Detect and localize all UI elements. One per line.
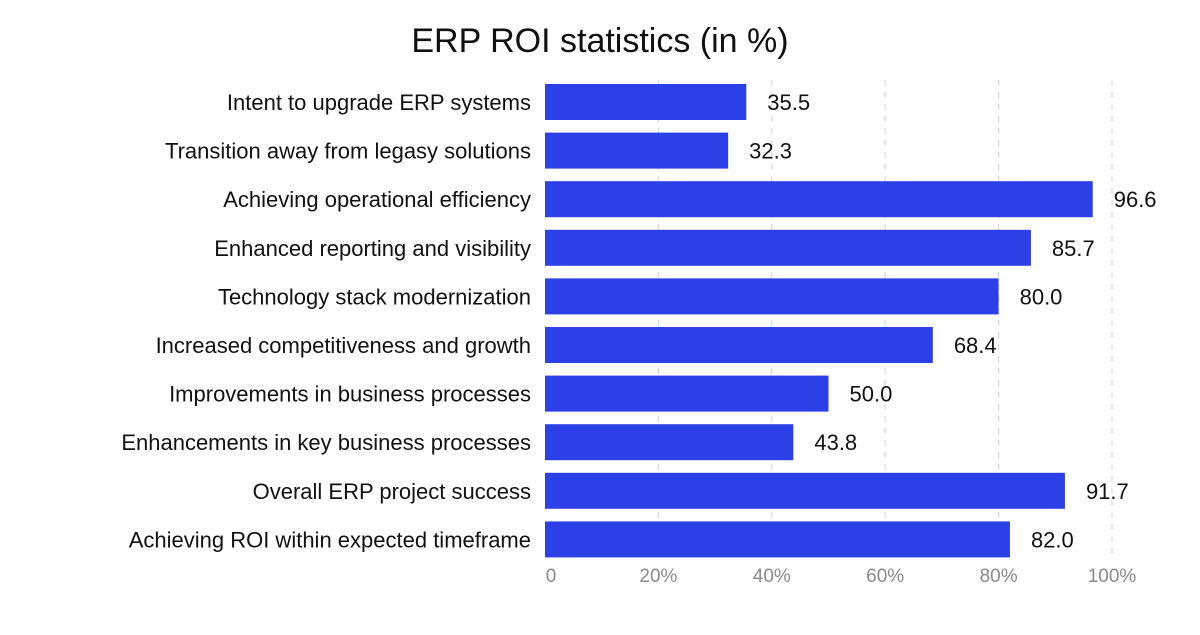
value-label: 32.3	[749, 139, 792, 164]
bar	[545, 327, 933, 363]
bars	[545, 84, 1093, 558]
value-label: 35.5	[767, 90, 810, 115]
value-label: 50.0	[850, 382, 893, 407]
bar	[545, 521, 1010, 558]
x-tick-label: 0	[546, 566, 557, 587]
bar	[545, 84, 747, 120]
value-label: 43.8	[814, 430, 857, 455]
bar	[545, 181, 1093, 218]
x-tick-label: 40%	[753, 566, 791, 587]
category-label: Enhancements in key business processes	[121, 430, 531, 455]
bar	[545, 278, 999, 315]
value-label: 85.7	[1052, 236, 1095, 261]
category-label: Overall ERP project success	[253, 479, 531, 504]
value-label: 82.0	[1031, 527, 1074, 552]
category-label: Technology stack modernization	[218, 284, 531, 309]
x-tick-label: 100%	[1088, 566, 1137, 587]
bar	[545, 132, 729, 169]
bar	[545, 375, 829, 412]
category-labels: Intent to upgrade ERP systems Transition …	[121, 90, 531, 552]
value-label: 80.0	[1020, 284, 1063, 309]
bar	[545, 229, 1031, 266]
bar	[545, 424, 794, 461]
chart-title: ERP ROI statistics (in %)	[411, 22, 788, 60]
category-label: Increased competitiveness and growth	[156, 333, 531, 358]
bar	[545, 472, 1065, 509]
value-label: 68.4	[954, 333, 997, 358]
x-tick-label: 20%	[639, 566, 677, 587]
x-tick-label: 80%	[980, 566, 1018, 587]
x-tick-label: 60%	[866, 566, 904, 587]
value-labels: 35.5 32.3 96.6 85.7 80.0 68.4 50.0 43.8 91.7 82.0	[749, 90, 1156, 552]
category-label: Achieving ROI within expected timeframe	[129, 527, 531, 552]
category-label: Transition away from legasy solutions	[165, 139, 531, 164]
category-label: Enhanced reporting and visibility	[214, 236, 531, 261]
x-axis-ticks: 0 20% 40% 60% 80% 100%	[546, 566, 1137, 587]
value-label: 91.7	[1086, 479, 1129, 504]
category-label: Intent to upgrade ERP systems	[227, 90, 531, 115]
category-label: Achieving operational efficiency	[223, 187, 531, 212]
value-label: 96.6	[1114, 187, 1157, 212]
category-label: Improvements in business processes	[169, 382, 531, 407]
